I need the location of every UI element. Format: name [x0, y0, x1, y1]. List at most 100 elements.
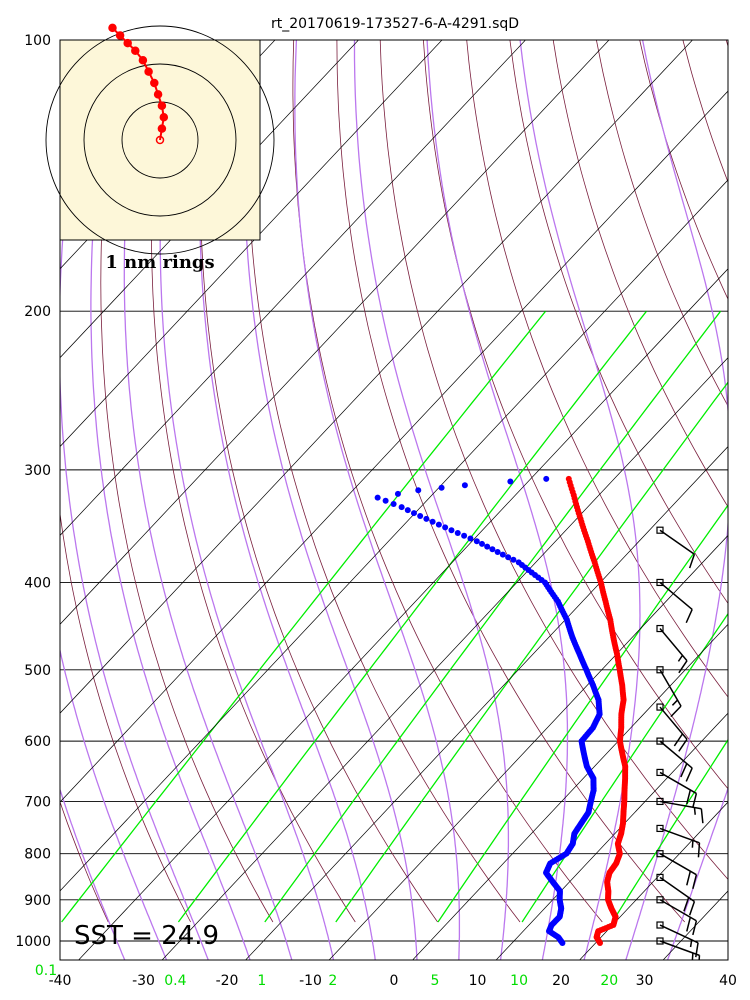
pressure-tick-label: 100 — [24, 33, 51, 49]
hodograph-point — [144, 67, 153, 76]
dewpoint-point — [435, 521, 442, 528]
sst-label: SST = 24.9 — [74, 921, 219, 951]
mixing-ratio-labels: 0.1 0.4 1 2 5 10 20 — [35, 963, 618, 989]
barb-station — [656, 937, 664, 945]
barb-flag — [692, 920, 698, 936]
mixing-ratio-line — [61, 310, 547, 923]
dewpoint-point — [461, 532, 468, 539]
moist-adiabats — [60, 40, 728, 960]
moist-adiabat-line — [426, 40, 569, 960]
isotherm-line — [579, 801, 728, 960]
dry-adiabat-line — [466, 40, 728, 698]
mixing-ratio-line — [264, 310, 722, 923]
moist-adiabat-line — [625, 40, 728, 960]
barb-station — [656, 703, 664, 711]
mixing-ratio-tick-label: 20 — [600, 973, 618, 989]
temperature-tick-label: 30 — [636, 973, 654, 989]
dry-adiabat-line — [246, 40, 521, 923]
barb-half-flag — [689, 939, 693, 948]
hodograph-point — [123, 38, 132, 48]
dewpoint-point — [415, 487, 422, 494]
moist-adiabat-line — [353, 40, 510, 960]
moist-adiabat-line — [666, 786, 728, 960]
barb-flag — [678, 660, 688, 674]
temperature-profile — [565, 475, 629, 946]
hodograph-inset — [45, 23, 275, 255]
wind-barb — [656, 578, 693, 624]
hodograph-point — [131, 46, 140, 55]
pressure-tick-label: 800 — [24, 847, 51, 863]
isotherm-line — [60, 40, 610, 625]
dewpoint-point — [442, 524, 449, 531]
moist-adiabat-line — [519, 40, 641, 960]
barb-station — [656, 824, 664, 833]
moist-adiabat-line — [198, 40, 376, 960]
chart-title: rt_20170619-173527-6-A-4291.sqD — [271, 16, 519, 32]
barb-station — [656, 666, 664, 674]
mixing-ratio-tick-label: 10 — [510, 973, 528, 989]
barb-flag — [692, 793, 698, 808]
moist-adiabat-line — [123, 40, 293, 960]
moist-adiabat-line — [60, 40, 209, 960]
dewpoint-point — [410, 510, 417, 517]
wind-barb — [656, 737, 693, 782]
dewpoint-point — [543, 475, 550, 482]
barb-flag — [683, 897, 690, 912]
barb-flag — [688, 901, 696, 916]
hodograph-ring — [83, 63, 237, 217]
mixing-ratio-line — [437, 504, 728, 923]
wind-barb — [656, 703, 688, 752]
isotherm-line — [60, 179, 728, 892]
dewpoint-point — [417, 512, 424, 519]
rings-label: 1 nm rings — [105, 252, 214, 273]
hodograph-point — [153, 90, 163, 99]
temperature-tick-label: 40 — [719, 973, 737, 989]
wind-barb — [656, 526, 696, 569]
mixing-ratio-line — [335, 381, 728, 923]
barb-flag — [685, 767, 693, 782]
sounding-profiles — [374, 475, 629, 946]
isotherm-line — [747, 40, 750, 960]
hodograph-ring — [45, 25, 275, 255]
barb-flag — [688, 554, 696, 569]
barb-flag — [691, 952, 694, 960]
mixing-ratio-tick-label: 2 — [328, 973, 337, 989]
hodograph-point — [150, 78, 159, 88]
dewpoint-point — [505, 554, 512, 561]
pressure-axis-labels: 100 200 300 400 500 600 700 800 900 1000 — [15, 33, 51, 950]
barb-station — [656, 850, 664, 858]
barb-half-flag — [671, 699, 679, 706]
isobars — [60, 40, 728, 942]
wind-barb — [656, 666, 682, 718]
temperature-tick-label: 10 — [469, 973, 487, 989]
dewpoint-profile — [374, 475, 603, 946]
temperature-tick-label: 20 — [552, 973, 570, 989]
isotherm-line — [60, 90, 728, 803]
mixing-ratio-line — [611, 738, 728, 923]
barb-staff — [659, 940, 700, 957]
dewpoint-point — [398, 504, 405, 511]
dry-adiabat-line — [725, 40, 728, 48]
dry-adiabat-line — [639, 40, 728, 301]
barb-station — [656, 526, 664, 534]
dry-adiabat-line — [596, 40, 728, 407]
dry-adiabat-line — [509, 40, 728, 604]
barb-staff — [659, 669, 682, 707]
moist-adiabat-line — [60, 40, 168, 960]
dewpoint-point — [394, 490, 401, 497]
barb-station — [656, 921, 664, 929]
barb-half-flag — [693, 807, 696, 815]
hodograph-point — [108, 23, 117, 33]
moist-adiabat-line — [243, 40, 418, 960]
wind-barb — [656, 824, 701, 858]
mixing-ratio-lines — [61, 310, 728, 923]
isotherm-line — [328, 534, 728, 960]
barb-flag — [678, 738, 688, 752]
wind-barb — [656, 937, 701, 960]
dewpoint-point — [473, 538, 480, 545]
barb-station — [656, 896, 664, 904]
mixing-ratio-tick-label: 1 — [257, 973, 266, 989]
dewpoint-point — [374, 494, 381, 501]
dry-adiabat-line — [336, 40, 686, 923]
